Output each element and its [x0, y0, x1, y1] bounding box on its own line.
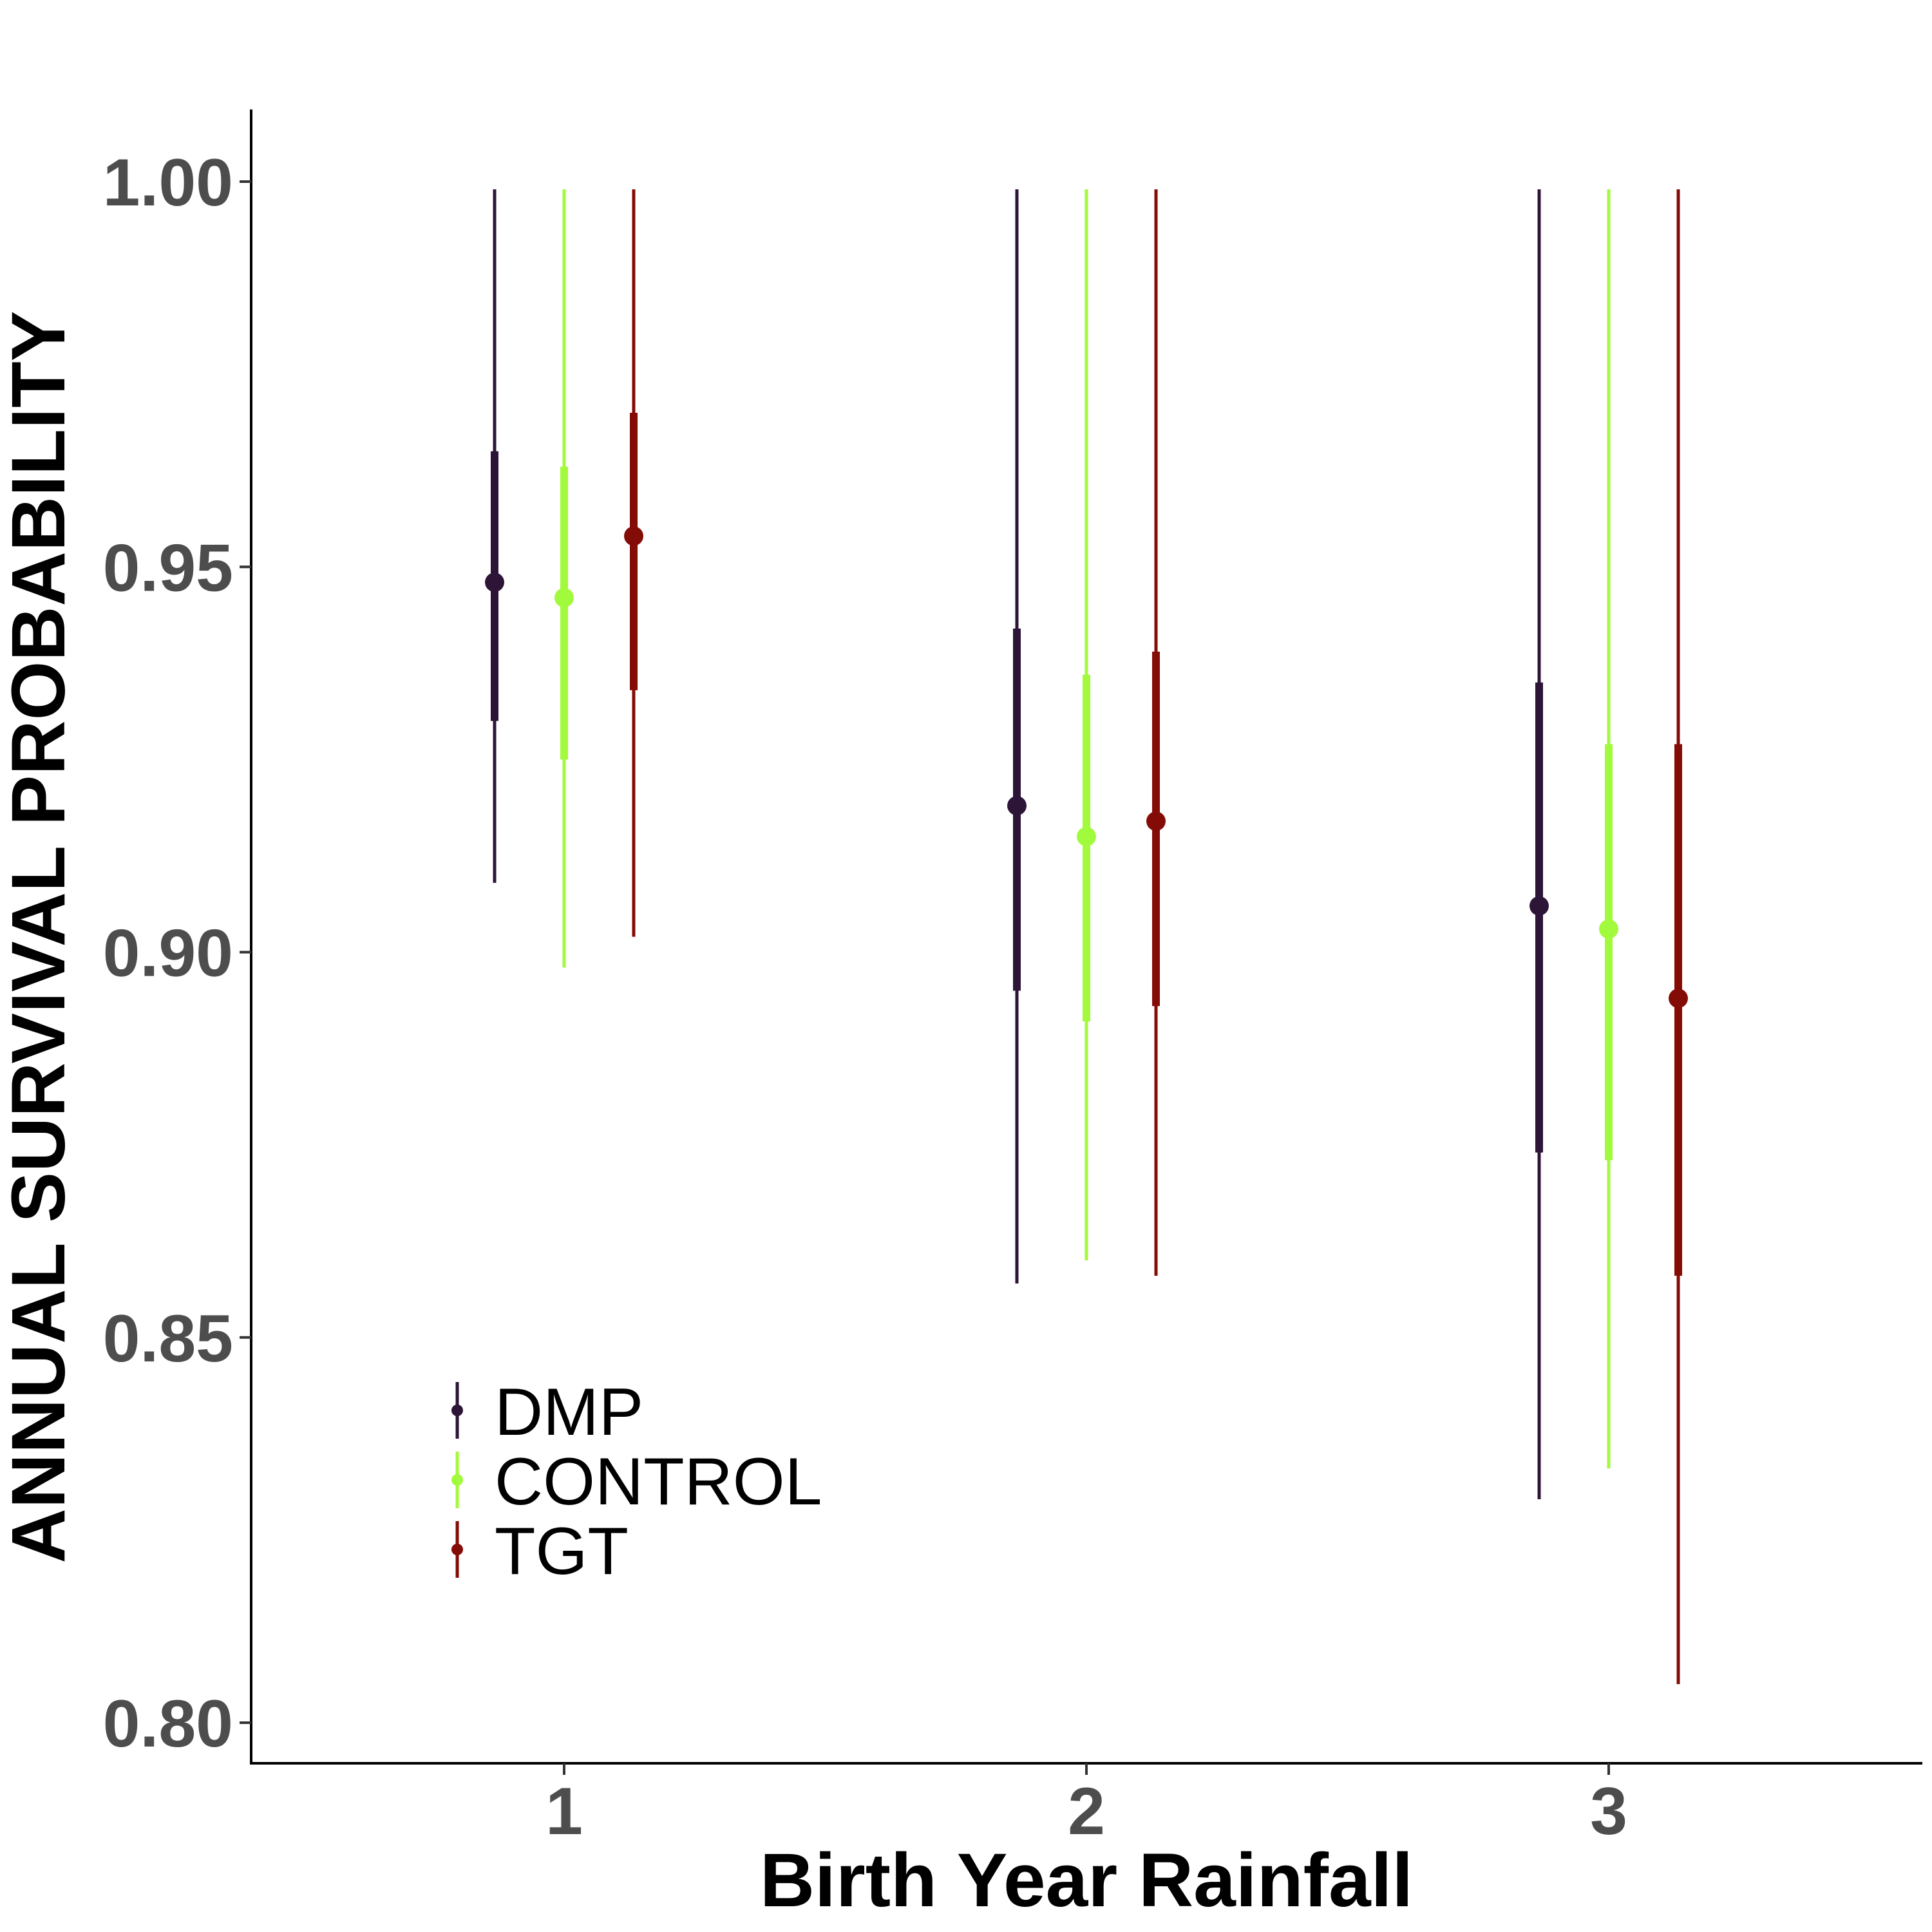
legend-item-dmp: DMP — [451, 1375, 643, 1450]
y-tick-label: 0.95 — [103, 531, 233, 605]
x-tick-label: 1 — [545, 1774, 583, 1849]
point-estimate — [1077, 827, 1096, 847]
x-tick-label: 3 — [1590, 1774, 1627, 1849]
point-estimate — [1530, 896, 1549, 916]
point-estimate — [1007, 796, 1027, 816]
legend-label: DMP — [495, 1375, 643, 1450]
point-estimate — [485, 573, 504, 592]
legend-key-dot — [451, 1405, 463, 1416]
legend-label: CONTROL — [495, 1444, 822, 1519]
point-estimate — [624, 526, 643, 546]
legend-label: TGT — [495, 1514, 629, 1589]
x-tick-labels: 1 2 3 — [545, 1774, 1627, 1849]
y-tick-label: 1.00 — [103, 146, 233, 220]
y-tick-label: 0.85 — [103, 1302, 233, 1376]
point-estimate — [1669, 989, 1688, 1009]
x-tick-label: 2 — [1068, 1774, 1105, 1849]
legend-key-dot — [451, 1544, 463, 1555]
x-axis-title: Birth Year Rainfall — [760, 1838, 1413, 1923]
x-tick-marks — [563, 1763, 1610, 1775]
y-axis-title: ANNUAL SURVIVAL PROBABILITY — [0, 311, 81, 1564]
legend-item-control: CONTROL — [451, 1444, 822, 1519]
legend: DMP CONTROL TGT — [451, 1375, 822, 1589]
series-tgt — [624, 189, 1688, 1685]
point-estimate — [1599, 919, 1618, 939]
y-tick-label: 0.90 — [103, 916, 233, 991]
point-estimate — [554, 588, 574, 608]
y-tick-labels: 0.80 0.85 0.90 0.95 1.00 — [103, 146, 233, 1761]
series-control — [554, 189, 1618, 1469]
y-tick-marks — [240, 180, 251, 1724]
legend-key-dot — [451, 1474, 463, 1486]
y-tick-label: 0.80 — [103, 1687, 233, 1761]
legend-item-tgt: TGT — [451, 1514, 629, 1589]
series-dmp — [485, 189, 1549, 1500]
data-marks — [485, 189, 1688, 1685]
point-estimate — [1146, 811, 1166, 831]
